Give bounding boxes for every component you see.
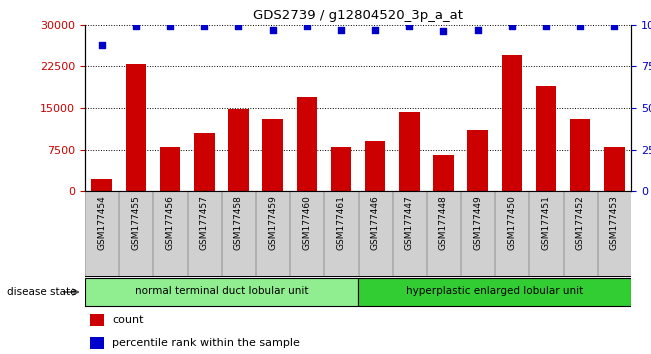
Point xyxy=(165,24,175,29)
Point xyxy=(233,24,243,29)
Bar xyxy=(297,97,317,191)
FancyBboxPatch shape xyxy=(359,191,392,276)
Bar xyxy=(160,147,180,191)
FancyBboxPatch shape xyxy=(461,191,494,276)
Bar xyxy=(126,64,146,191)
Text: GSM177456: GSM177456 xyxy=(165,195,174,250)
Text: GSM177454: GSM177454 xyxy=(97,195,106,250)
FancyBboxPatch shape xyxy=(222,191,255,276)
Point xyxy=(268,27,278,33)
Bar xyxy=(536,86,556,191)
Text: GSM177451: GSM177451 xyxy=(542,195,551,250)
Point xyxy=(199,24,210,29)
Text: count: count xyxy=(112,315,143,325)
Point xyxy=(370,27,380,33)
Point xyxy=(96,42,107,47)
Text: GSM177461: GSM177461 xyxy=(337,195,346,250)
FancyBboxPatch shape xyxy=(564,191,597,276)
Bar xyxy=(331,147,352,191)
Text: GSM177449: GSM177449 xyxy=(473,195,482,250)
Bar xyxy=(570,119,590,191)
Bar xyxy=(85,278,358,306)
Title: GDS2739 / g12804520_3p_a_at: GDS2739 / g12804520_3p_a_at xyxy=(253,9,463,22)
Bar xyxy=(365,141,385,191)
FancyBboxPatch shape xyxy=(187,191,221,276)
Point xyxy=(541,24,551,29)
Text: GSM177450: GSM177450 xyxy=(507,195,516,250)
Text: GSM177447: GSM177447 xyxy=(405,195,414,250)
Bar xyxy=(92,179,112,191)
FancyBboxPatch shape xyxy=(85,191,118,276)
Bar xyxy=(358,278,631,306)
Point xyxy=(506,24,517,29)
FancyBboxPatch shape xyxy=(495,191,529,276)
Bar xyxy=(229,109,249,191)
Point xyxy=(438,29,449,34)
FancyBboxPatch shape xyxy=(119,191,152,276)
FancyBboxPatch shape xyxy=(324,191,357,276)
Text: disease state: disease state xyxy=(7,287,76,297)
Text: GSM177455: GSM177455 xyxy=(132,195,141,250)
Text: hyperplastic enlarged lobular unit: hyperplastic enlarged lobular unit xyxy=(406,286,583,296)
Bar xyxy=(90,337,104,349)
FancyBboxPatch shape xyxy=(290,191,324,276)
Text: GSM177459: GSM177459 xyxy=(268,195,277,250)
FancyBboxPatch shape xyxy=(427,191,460,276)
Bar xyxy=(399,113,419,191)
FancyBboxPatch shape xyxy=(598,191,631,276)
FancyBboxPatch shape xyxy=(529,191,562,276)
Point xyxy=(336,27,346,33)
FancyBboxPatch shape xyxy=(393,191,426,276)
Point xyxy=(131,24,141,29)
Point xyxy=(404,24,415,29)
Text: normal terminal duct lobular unit: normal terminal duct lobular unit xyxy=(135,286,308,296)
Point xyxy=(301,24,312,29)
Text: GSM177453: GSM177453 xyxy=(610,195,619,250)
FancyBboxPatch shape xyxy=(154,191,187,276)
Point xyxy=(473,27,483,33)
Bar xyxy=(502,55,522,191)
Text: GSM177448: GSM177448 xyxy=(439,195,448,250)
Bar xyxy=(434,155,454,191)
Text: GSM177446: GSM177446 xyxy=(370,195,380,250)
Point xyxy=(575,24,585,29)
FancyBboxPatch shape xyxy=(256,191,289,276)
Text: GSM177460: GSM177460 xyxy=(302,195,311,250)
Text: GSM177458: GSM177458 xyxy=(234,195,243,250)
Bar xyxy=(194,133,215,191)
Bar xyxy=(604,147,625,191)
Bar xyxy=(90,314,104,326)
Bar xyxy=(467,130,488,191)
Text: percentile rank within the sample: percentile rank within the sample xyxy=(112,338,300,348)
Bar xyxy=(262,119,283,191)
Point xyxy=(609,24,620,29)
Text: GSM177457: GSM177457 xyxy=(200,195,209,250)
Text: GSM177452: GSM177452 xyxy=(575,195,585,250)
